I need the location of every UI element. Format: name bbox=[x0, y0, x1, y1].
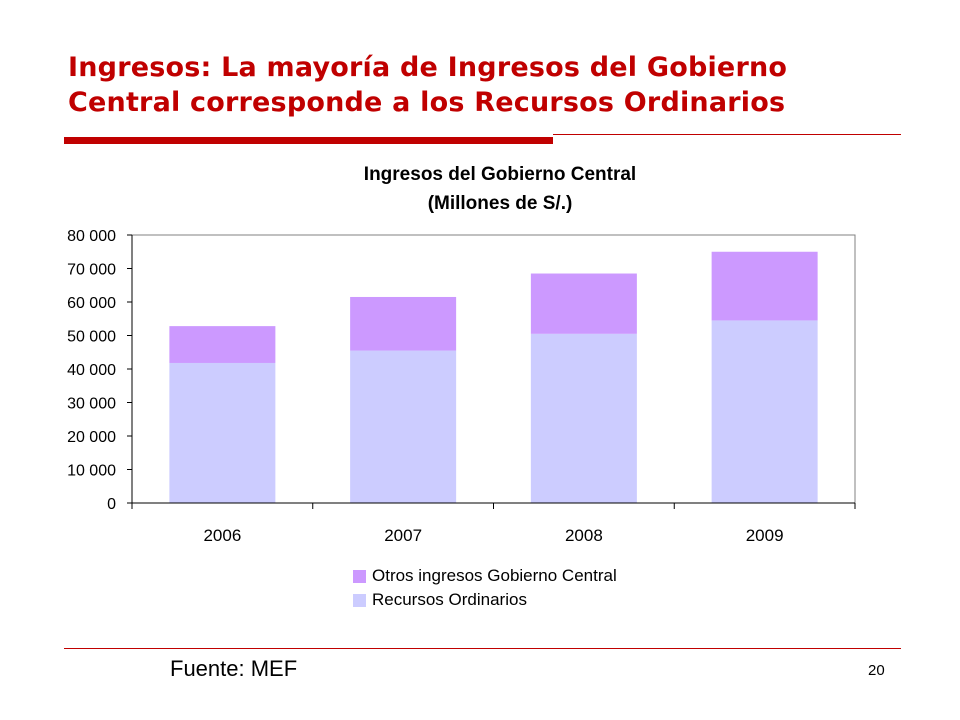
bar-segment-recursos-2006 bbox=[169, 362, 276, 503]
chart-title: Ingresos del Gobierno Central (Millones … bbox=[200, 160, 800, 218]
y-tick-label: 60 000 bbox=[67, 295, 116, 312]
bar-segment-otros-2007 bbox=[350, 296, 457, 351]
slide-title-line-2: Central corresponde a los Recursos Ordin… bbox=[68, 87, 786, 118]
y-tick-label: 20 000 bbox=[67, 429, 116, 446]
title-underline-thin bbox=[553, 134, 901, 135]
slide-title: Ingresos: La mayoría de Ingresos del Gob… bbox=[68, 50, 928, 120]
y-tick-label: 30 000 bbox=[67, 396, 116, 413]
legend-item-recursos: Recursos Ordinarios bbox=[353, 588, 617, 612]
legend-swatch-recursos bbox=[353, 593, 366, 607]
chart-title-line-2: (Millones de S/.) bbox=[427, 193, 573, 214]
y-tick-label: 0 bbox=[107, 496, 116, 513]
y-tick-label: 10 000 bbox=[67, 463, 116, 480]
x-tick-label: 2009 bbox=[746, 526, 784, 545]
legend-label-otros: Otros ingresos Gobierno Central bbox=[372, 566, 617, 585]
bar-segment-recursos-2008 bbox=[530, 333, 637, 503]
y-tick-label: 70 000 bbox=[67, 262, 116, 279]
bar-segment-otros-2009 bbox=[711, 251, 818, 321]
y-tick-label: 40 000 bbox=[67, 362, 116, 379]
chart-title-line-1: Ingresos del Gobierno Central bbox=[363, 164, 637, 185]
bar-segment-otros-2008 bbox=[530, 273, 637, 334]
legend-swatch-otros bbox=[353, 569, 366, 583]
legend-item-otros: Otros ingresos Gobierno Central bbox=[353, 564, 617, 588]
footer-rule bbox=[64, 648, 901, 649]
x-tick-label: 2006 bbox=[203, 526, 241, 545]
y-tick-label: 50 000 bbox=[67, 329, 116, 346]
x-tick-label: 2008 bbox=[565, 526, 603, 545]
bar-segment-otros-2006 bbox=[169, 326, 276, 363]
chart-legend: Otros ingresos Gobierno Central Recursos… bbox=[353, 564, 617, 612]
title-underline-thick bbox=[64, 137, 553, 144]
source-note: Fuente: MEF bbox=[170, 656, 298, 681]
y-tick-label: 80 000 bbox=[67, 228, 116, 245]
legend-label-recursos: Recursos Ordinarios bbox=[372, 590, 527, 609]
page-number: 20 bbox=[868, 662, 885, 679]
slide-title-line-1: Ingresos: La mayoría de Ingresos del Gob… bbox=[68, 52, 788, 83]
x-tick-label: 2007 bbox=[384, 526, 422, 545]
bar-segment-recursos-2009 bbox=[711, 320, 818, 503]
bar-segment-recursos-2007 bbox=[350, 350, 457, 503]
